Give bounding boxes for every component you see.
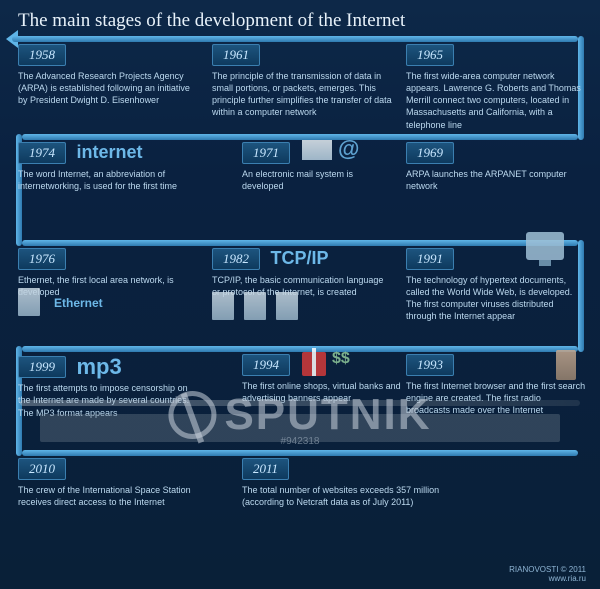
stage-desc: The total number of websites exceeds 357…: [242, 484, 442, 508]
stage-label: internet: [76, 142, 142, 163]
track-row-5: [22, 450, 578, 456]
year-badge: 1974: [18, 142, 66, 164]
monitor-icon: [526, 232, 564, 260]
dollar-icon: $$: [332, 350, 350, 368]
stage-desc: The crew of the International Space Stat…: [18, 484, 198, 508]
stage-1994: 1994 The first online shops, virtual ban…: [242, 354, 402, 404]
stage-label: TCP/IP: [270, 248, 328, 269]
mail-icon: [302, 140, 332, 160]
stage-1993: 1993 The first Internet browser and the …: [406, 354, 586, 416]
stage-1999: 1999 mp3 The first attempts to impose ce…: [18, 354, 198, 419]
year-badge: 1971: [242, 142, 290, 164]
year-badge: 1976: [18, 248, 66, 270]
credit-text: RIANOVOSTI © 2011: [509, 565, 586, 574]
servers-icon: [212, 292, 298, 320]
year-badge: 1958: [18, 44, 66, 66]
stage-2010: 2010 The crew of the International Space…: [18, 458, 198, 508]
stage-desc: An electronic mail system is developed: [242, 168, 392, 192]
stage-1991: 1991 The technology of hypertext documen…: [406, 248, 586, 323]
stage-2011: 2011 The total number of websites exceed…: [242, 458, 442, 508]
track-row-3: [22, 240, 578, 246]
infographic-container: The main stages of the development of th…: [0, 0, 600, 589]
year-badge: 1961: [212, 44, 260, 66]
stage-desc: The first wide-area computer network app…: [406, 70, 586, 131]
year-badge: 1965: [406, 44, 454, 66]
stage-1969: 1969 ARPA launches the ARPANET computer …: [406, 142, 586, 192]
timeline-track: 1958 The Advanced Research Projects Agen…: [12, 36, 588, 559]
year-badge: 1982: [212, 248, 260, 270]
year-badge: 2010: [18, 458, 66, 480]
stage-1976: 1976 Ethernet, the first local area netw…: [18, 248, 198, 298]
credit-url: www.ria.ru: [509, 574, 586, 583]
stage-1961: 1961 The principle of the transmission o…: [212, 44, 392, 119]
ethernet-label: Ethernet: [54, 296, 103, 310]
at-icon: @: [338, 136, 359, 162]
page-title: The main stages of the development of th…: [0, 0, 600, 40]
server-icon: [18, 288, 40, 316]
stage-desc: The first Internet browser and the first…: [406, 380, 586, 416]
stage-1974: 1974 internet The word Internet, an abbr…: [18, 142, 208, 192]
year-badge: 1993: [406, 354, 454, 376]
stage-1958: 1958 The Advanced Research Projects Agen…: [18, 44, 198, 106]
year-badge: 1969: [406, 142, 454, 164]
stage-1982: 1982 TCP/IP TCP/IP, the basic communicat…: [212, 248, 392, 298]
stage-1971: 1971 An electronic mail system is develo…: [242, 142, 392, 192]
track-row-2: [22, 134, 578, 140]
stage-1965: 1965 The first wide-area computer networ…: [406, 44, 586, 131]
watermark-line: [20, 400, 580, 406]
year-badge: 1991: [406, 248, 454, 270]
stage-desc: Ethernet, the first local area network, …: [18, 274, 198, 298]
year-badge: 1999: [18, 356, 66, 378]
stage-desc: The technology of hypertext documents, c…: [406, 274, 586, 323]
stage-desc: The principle of the transmission of dat…: [212, 70, 392, 119]
watermark-hash: #942318: [281, 436, 320, 447]
stage-desc: The Advanced Research Projects Agency (A…: [18, 70, 198, 106]
stage-label: mp3: [76, 354, 121, 380]
year-badge: 1994: [242, 354, 290, 376]
stage-desc: ARPA launches the ARPANET computer netwo…: [406, 168, 586, 192]
brick-icon: [556, 350, 576, 380]
stage-desc: The word Internet, an abbreviation of in…: [18, 168, 208, 192]
track-row-1: [12, 36, 578, 42]
year-badge: 2011: [242, 458, 289, 480]
footer-credit: RIANOVOSTI © 2011 www.ria.ru: [509, 565, 586, 583]
track-row-4: [22, 346, 578, 352]
gift-icon: [302, 352, 326, 376]
